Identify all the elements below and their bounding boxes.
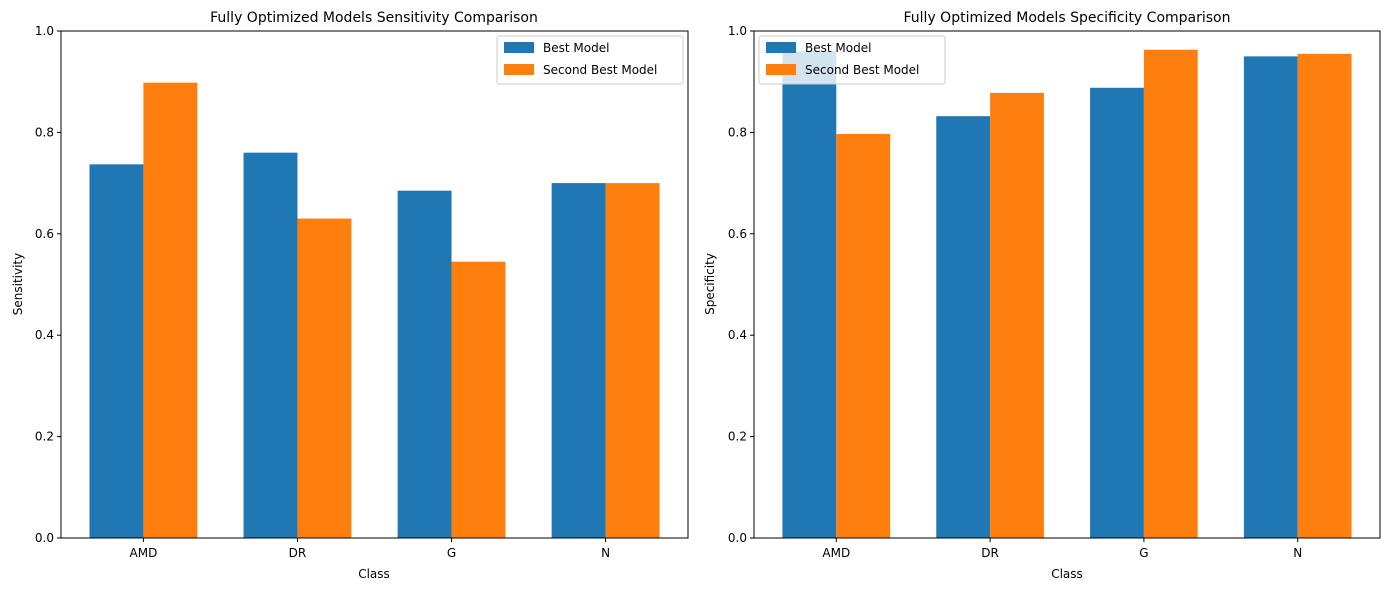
x-tick-label: AMD (130, 546, 158, 560)
legend-swatch-best (766, 42, 796, 53)
y-tick-label: 1.0 (728, 24, 747, 38)
specificity-chart: Fully Optimized Models Specificity Compa… (703, 10, 1381, 581)
x-tick-label: N (601, 546, 610, 560)
bar-second-g (451, 261, 506, 538)
bar-best-g (397, 190, 452, 538)
bar-best-n (1243, 56, 1298, 538)
y-tick-label: 1.0 (35, 24, 54, 38)
x-axis-label: Class (1051, 567, 1083, 581)
legend-label-best: Best Model (543, 41, 609, 55)
y-tick-label: 0.8 (728, 125, 747, 139)
bar-best-amd (89, 164, 144, 538)
x-tick-label: DR (981, 546, 999, 560)
bars (89, 82, 660, 539)
y-axis: 0.0 0.2 0.4 0.6 0.8 1.0 (35, 24, 61, 545)
bar-best-g (1090, 87, 1144, 538)
legend-label-second: Second Best Model (543, 63, 657, 77)
x-tick-label: DR (289, 546, 307, 560)
y-tick-label: 0.2 (728, 430, 747, 444)
x-axis: AMD DR G N (822, 538, 1302, 560)
x-axis-label: Class (358, 567, 390, 581)
bar-second-dr (297, 218, 352, 538)
bars (782, 49, 1352, 539)
y-tick-label: 0.0 (728, 531, 747, 545)
plot-area-frame (60, 30, 689, 539)
x-axis: AMD DR G N (130, 538, 610, 560)
chart-title: Fully Optimized Models Specificity Compa… (904, 10, 1231, 26)
legend-box (758, 35, 946, 85)
bar-best-dr (936, 116, 991, 539)
plot-area-frame (753, 30, 1381, 539)
y-axis: 0.0 0.2 0.4 0.6 0.8 1.0 (728, 24, 754, 545)
x-tick-label: N (1293, 546, 1302, 560)
legend-label-second: Second Best Model (805, 63, 919, 77)
y-axis-label: Specificity (703, 253, 717, 315)
bar-second-dr (990, 92, 1044, 538)
bar-best-n (551, 183, 606, 538)
chart-title: Fully Optimized Models Sensitivity Compa… (210, 10, 538, 26)
sensitivity-chart: Fully Optimized Models Sensitivity Compa… (11, 10, 689, 581)
x-tick-label: G (1139, 546, 1148, 560)
legend-swatch-best (504, 42, 534, 53)
legend-box (496, 35, 684, 85)
y-tick-label: 0.4 (35, 328, 54, 342)
bar-second-g (1143, 49, 1198, 538)
y-tick-label: 0.2 (35, 430, 54, 444)
legend-swatch-second (504, 64, 534, 75)
bar-second-amd (143, 82, 198, 539)
legend: Best Model Second Best Model (758, 35, 946, 85)
y-axis-label: Sensitivity (11, 253, 25, 315)
y-tick-label: 0.4 (728, 328, 747, 342)
legend: Best Model Second Best Model (496, 35, 684, 85)
bar-best-amd (782, 51, 837, 538)
y-tick-label: 0.6 (35, 227, 54, 241)
bar-best-dr (243, 152, 298, 538)
x-tick-label: AMD (822, 546, 850, 560)
bar-second-amd (836, 133, 891, 539)
y-tick-label: 0.6 (728, 227, 747, 241)
bar-second-n (605, 183, 660, 538)
legend-swatch-second (766, 64, 796, 75)
bar-second-n (1297, 53, 1352, 539)
y-tick-label: 0.0 (35, 531, 54, 545)
y-tick-label: 0.8 (35, 125, 54, 139)
legend-label-best: Best Model (805, 41, 871, 55)
x-tick-label: G (447, 546, 456, 560)
